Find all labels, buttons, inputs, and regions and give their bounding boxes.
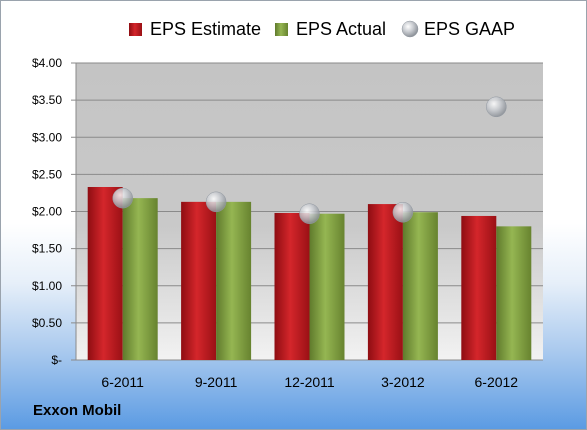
bar-eps-estimate bbox=[461, 215, 497, 360]
y-tick-label: $3.50 bbox=[32, 93, 62, 107]
y-tick-label: $2.00 bbox=[32, 205, 62, 219]
bar-eps-actual bbox=[496, 226, 532, 360]
bar-eps-estimate bbox=[181, 201, 217, 360]
bar-eps-actual bbox=[402, 212, 438, 360]
x-tick-label: 12-2011 bbox=[284, 374, 335, 390]
bar-eps-estimate bbox=[274, 212, 310, 360]
y-tick-label: $3.00 bbox=[32, 130, 62, 144]
y-tick-label: $1.50 bbox=[32, 242, 62, 256]
bar-eps-actual bbox=[309, 213, 345, 360]
x-tick-label: 3-2012 bbox=[381, 374, 425, 390]
legend-swatch bbox=[401, 20, 419, 38]
x-tick-label: 6-2012 bbox=[475, 374, 519, 390]
company-name: Exxon Mobil bbox=[33, 402, 122, 419]
x-tick-label: 9-2011 bbox=[195, 374, 238, 390]
marker-eps-gaap bbox=[299, 203, 320, 224]
legend-label: EPS Actual bbox=[296, 19, 386, 39]
legend-swatch bbox=[129, 23, 142, 36]
y-tick-label: $2.50 bbox=[32, 167, 62, 181]
bar-eps-estimate bbox=[87, 186, 123, 360]
legend-label: EPS Estimate bbox=[150, 19, 261, 39]
marker-eps-gaap bbox=[112, 187, 133, 209]
bar-eps-actual bbox=[122, 198, 158, 360]
legend-label: EPS GAAP bbox=[424, 19, 515, 39]
y-tick-label: $- bbox=[51, 353, 62, 367]
x-tick-label: 6-2011 bbox=[101, 374, 144, 390]
marker-eps-gaap bbox=[392, 201, 414, 223]
marker-eps-gaap bbox=[486, 96, 507, 118]
y-tick-label: $1.00 bbox=[32, 279, 62, 293]
y-tick-label: $0.50 bbox=[32, 316, 62, 330]
bar-eps-estimate bbox=[367, 204, 403, 360]
marker-eps-gaap bbox=[205, 191, 227, 213]
bar-eps-actual bbox=[216, 201, 252, 360]
legend-swatch bbox=[275, 23, 288, 36]
y-tick-label: $4.00 bbox=[32, 56, 62, 70]
